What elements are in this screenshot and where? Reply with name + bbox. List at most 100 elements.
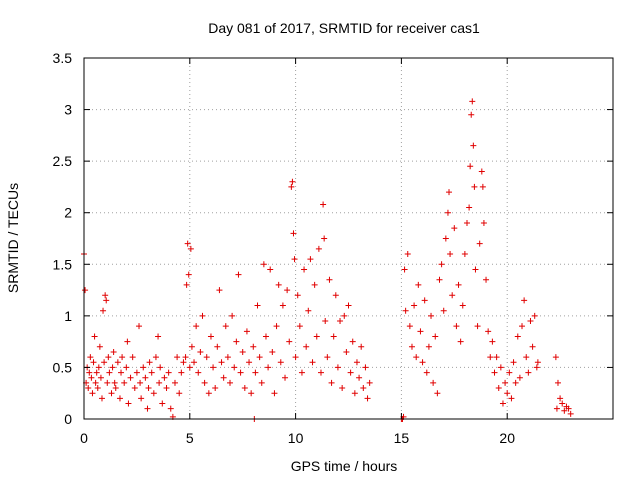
data-point [436,276,443,283]
data-point [296,323,303,330]
y-tick-label: 2.5 [53,153,73,169]
data-point [510,359,517,366]
data-point [159,400,166,407]
data-point [174,354,181,361]
data-point [495,385,502,392]
data-point [203,354,210,361]
data-point [307,256,314,263]
data-point [155,333,162,340]
data-point [479,183,486,190]
data-point [88,374,95,381]
x-tick-label: 15 [394,430,410,446]
data-point [256,354,263,361]
data-point [444,209,451,216]
data-point [430,379,437,386]
data-point [428,312,435,319]
data-point [250,343,257,350]
y-tick-label: 0 [64,411,72,427]
data-point [468,111,475,118]
tick-labels: 0 0.5 1 1.5 2 2.5 3 3.5 0 5 10 15 20 [53,50,516,446]
data-point [485,328,492,335]
data-point [144,405,151,412]
data-point [119,354,126,361]
data-point [271,390,278,397]
data-point [442,235,449,242]
data-point [493,354,500,361]
data-point [337,318,344,325]
data-point [150,390,157,397]
data-point [161,374,168,381]
data-point [480,220,487,227]
y-tick-label: 1 [64,308,72,324]
data-point [188,343,195,350]
data-point [252,369,259,376]
data-point [87,354,94,361]
data-point [360,385,367,392]
data-point [419,359,426,366]
data-point [345,302,352,309]
data-point [347,369,354,376]
data-point [525,369,532,376]
data-point [356,374,363,381]
data-point [469,98,476,105]
y-tick-label: 3 [64,102,72,118]
y-tick-label: 2 [64,205,72,221]
grid-lines [84,58,613,419]
data-point [167,405,174,412]
data-point [146,359,153,366]
data-point [231,364,238,371]
data-point [137,379,144,386]
data-point [487,354,494,361]
data-point [447,250,454,257]
y-tick-label: 3.5 [53,50,73,66]
data-point [358,343,365,350]
data-point [317,369,324,376]
data-point [207,333,214,340]
data-point [260,261,267,268]
data-point [235,271,242,278]
data-point [165,369,172,376]
data-point [446,189,453,196]
data-point [284,287,291,294]
data-point [328,379,335,386]
data-point [324,354,331,361]
data-point [432,333,439,340]
data-point [129,354,136,361]
data-point [440,307,447,314]
data-point [531,312,538,319]
data-point [195,369,202,376]
data-point [559,400,566,407]
data-point [459,302,466,309]
data-point [116,395,123,402]
data-point [103,297,110,304]
data-point [275,281,282,288]
data-point [334,364,341,371]
data-point [102,292,109,299]
data-point [516,374,523,381]
y-axis-title: SRMTID / TECUs [5,183,21,293]
data-point [463,220,470,227]
data-point [457,338,464,345]
x-tick-label: 10 [288,430,304,446]
data-point [185,271,192,278]
data-point [163,385,170,392]
data-point [451,225,458,232]
data-point [413,354,420,361]
plot-frame [83,57,614,420]
data-point [291,256,298,263]
data-point [311,281,318,288]
data-point [470,142,477,149]
data-point [229,312,236,319]
data-point [216,287,223,294]
data-point [497,364,504,371]
data-point [321,235,328,242]
data-point [553,405,560,412]
data-point [491,369,498,376]
data-point [98,395,105,402]
data-point [529,343,536,350]
data-point [305,307,312,314]
data-point [171,379,178,386]
data-point [82,287,89,294]
data-point [466,204,473,211]
